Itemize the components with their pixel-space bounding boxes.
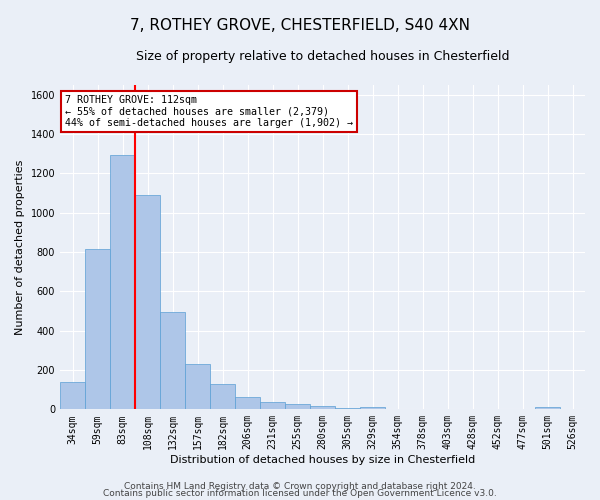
Bar bbox=[110, 155, 135, 409]
Title: Size of property relative to detached houses in Chesterfield: Size of property relative to detached ho… bbox=[136, 50, 509, 63]
Bar bbox=[210, 384, 235, 409]
Text: Contains HM Land Registry data © Crown copyright and database right 2024.: Contains HM Land Registry data © Crown c… bbox=[124, 482, 476, 491]
Bar bbox=[135, 195, 160, 410]
X-axis label: Distribution of detached houses by size in Chesterfield: Distribution of detached houses by size … bbox=[170, 455, 475, 465]
Y-axis label: Number of detached properties: Number of detached properties bbox=[15, 160, 25, 335]
Bar bbox=[385, 408, 410, 410]
Text: 7 ROTHEY GROVE: 112sqm
← 55% of detached houses are smaller (2,379)
44% of semi-: 7 ROTHEY GROVE: 112sqm ← 55% of detached… bbox=[65, 94, 353, 128]
Bar bbox=[410, 408, 435, 410]
Bar bbox=[85, 249, 110, 410]
Bar bbox=[185, 364, 210, 410]
Text: 7, ROTHEY GROVE, CHESTERFIELD, S40 4XN: 7, ROTHEY GROVE, CHESTERFIELD, S40 4XN bbox=[130, 18, 470, 32]
Bar bbox=[285, 404, 310, 409]
Bar bbox=[235, 396, 260, 409]
Text: Contains public sector information licensed under the Open Government Licence v3: Contains public sector information licen… bbox=[103, 489, 497, 498]
Bar bbox=[160, 312, 185, 410]
Bar bbox=[335, 408, 360, 410]
Bar bbox=[535, 406, 560, 410]
Bar bbox=[310, 406, 335, 410]
Bar bbox=[260, 402, 285, 409]
Bar bbox=[60, 382, 85, 409]
Bar bbox=[360, 406, 385, 410]
